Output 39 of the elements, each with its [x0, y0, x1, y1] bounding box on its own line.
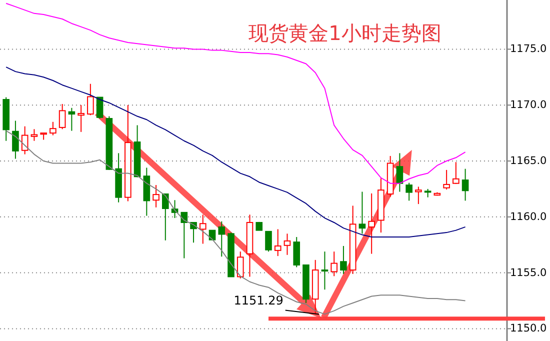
candlestick: [340, 245, 347, 274]
candlestick: [443, 169, 450, 190]
candlestick: [415, 186, 422, 205]
candlestick: [50, 121, 56, 136]
line-series: [6, 2, 466, 184]
candlestick: [236, 251, 244, 279]
y-tick-label: 1160.0: [510, 210, 547, 223]
y-tick-label: 1165.0: [510, 154, 547, 167]
candlestick: [152, 184, 160, 208]
candlestick: [30, 128, 38, 142]
text: 现货黄金1小时走势图: [248, 21, 442, 45]
candlestick: [321, 251, 328, 290]
candlestick: [68, 107, 76, 132]
candlestick: [274, 228, 282, 257]
candlestick: [96, 96, 104, 120]
y-tick-label: 1155.0: [510, 266, 547, 279]
candlestick: [199, 214, 206, 244]
candlestick: [396, 152, 404, 192]
candlestick: [218, 220, 226, 258]
annotation: 1151.29: [234, 293, 284, 308]
y-tick-label: 1175.0: [510, 43, 547, 56]
candlestick: [358, 191, 366, 234]
candlestick: [162, 193, 169, 241]
candlestick: [293, 236, 300, 268]
candlestick: [265, 230, 272, 252]
candlestick: [78, 104, 84, 132]
candlestick: [58, 103, 66, 130]
candlestick: [87, 83, 94, 116]
y-tick-label: 1150.0: [510, 322, 547, 335]
candlestick: [462, 168, 469, 202]
candlestick: [180, 212, 188, 259]
line-series: [6, 66, 466, 238]
candlestick: [12, 120, 19, 160]
y-tick-label: 1170.0: [510, 99, 547, 112]
candlestick: [452, 162, 460, 184]
candlestick: [406, 182, 412, 202]
candlestick: [368, 192, 375, 254]
candlestick: [330, 251, 338, 277]
candlestick: [284, 233, 291, 256]
